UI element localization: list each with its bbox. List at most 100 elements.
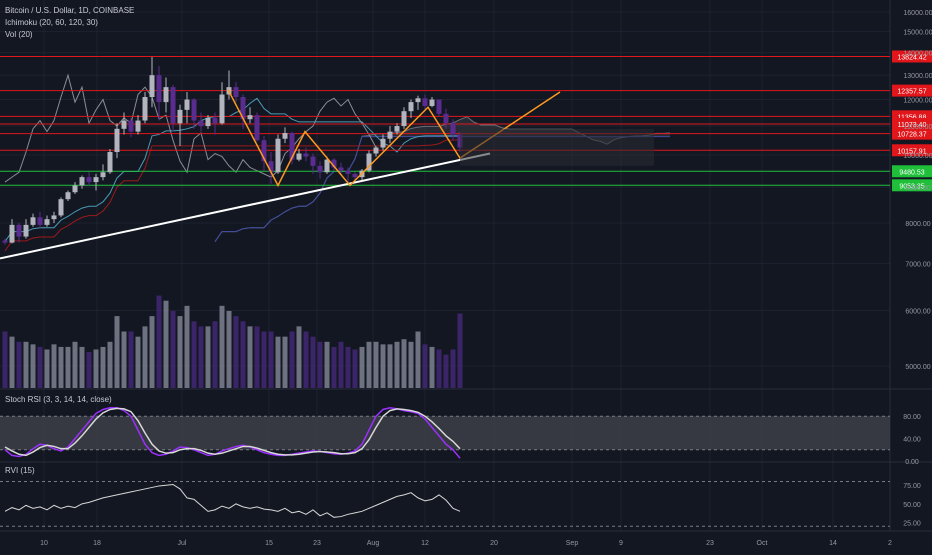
volume-bar: [16, 341, 22, 388]
date-axis-label: Sep: [566, 540, 579, 547]
candle-body: [170, 87, 176, 124]
candle-body: [345, 170, 351, 174]
volume-bar: [247, 326, 253, 388]
candle-body: [303, 153, 309, 157]
candle-body: [23, 224, 29, 237]
stoch-rsi-label[interactable]: Stoch RSI (3, 3, 14, 14, close): [5, 395, 112, 404]
candle-body: [373, 147, 379, 154]
candle-body: [443, 113, 449, 124]
candle-body: [198, 120, 204, 127]
candle-body: [415, 98, 421, 103]
date-axis-label: 9: [619, 540, 623, 547]
price-level-tag: [892, 144, 932, 157]
rvi-axis-label: 25.00: [903, 521, 921, 528]
candle-body: [93, 177, 99, 183]
volume-bar: [219, 305, 225, 388]
candle-body: [114, 128, 120, 153]
volume-bar: [394, 341, 400, 388]
price-axis-label: 14000.00: [903, 51, 932, 58]
volume-bar: [268, 331, 274, 388]
volume-bar: [310, 336, 316, 388]
candle-body: [394, 126, 400, 132]
price-level-label: 13824.42: [897, 54, 926, 61]
volume-bar: [37, 346, 43, 388]
candle-body: [72, 185, 78, 193]
date-axis-label: Aug: [367, 540, 380, 547]
candle-body: [100, 172, 106, 178]
rvi-label[interactable]: RVI (15): [5, 466, 35, 475]
volume-bar: [142, 326, 148, 388]
candle-body: [142, 97, 148, 121]
ichimoku-indicator-label[interactable]: Ichimoku (20, 60, 120, 30): [5, 18, 98, 27]
candle-body: [352, 173, 358, 178]
candle-body: [268, 161, 274, 173]
volume-bar: [65, 346, 71, 388]
candle-body: [261, 140, 267, 162]
date-axis-label: 23: [706, 540, 714, 547]
candle-body: [408, 102, 414, 112]
price-axis-label: 6000.00: [905, 309, 930, 316]
volume-indicator-label[interactable]: Vol (20): [5, 30, 33, 39]
stoch-series-line: [4, 407, 461, 459]
candle-body: [324, 159, 330, 173]
volume-bar: [359, 346, 365, 388]
volume-bar: [72, 341, 78, 388]
candle-body: [233, 87, 239, 98]
candle-body: [86, 177, 92, 183]
stoch-axis-label: 0.00: [905, 459, 919, 466]
volume-bar: [2, 331, 8, 388]
date-axis-label: 15: [265, 540, 273, 547]
date-axis-label: 14: [829, 540, 837, 547]
volume-bar: [149, 316, 155, 388]
candle-body: [184, 99, 190, 110]
volume-bar: [338, 341, 344, 388]
candle-body: [254, 115, 260, 141]
candle-body: [16, 224, 22, 237]
candle-body: [65, 192, 71, 200]
candle-body: [275, 138, 281, 173]
volume-bar: [303, 331, 309, 388]
chart-title: Bitcoin / U.S. Dollar, 1D, COINBASE: [5, 6, 135, 15]
volume-bar: [135, 336, 141, 388]
candle-body: [9, 224, 15, 243]
volume-bar: [436, 349, 442, 388]
date-axis-label: 20: [490, 540, 498, 547]
volume-bar: [9, 336, 15, 388]
price-level-label: 9480.53: [899, 169, 924, 176]
candle-body: [191, 99, 197, 121]
volume-bar: [86, 352, 92, 388]
candle-body: [401, 111, 407, 127]
volume-bar: [121, 331, 127, 388]
price-level-label: 11073.40: [898, 122, 927, 129]
price-level-label: 11356.88: [898, 114, 927, 121]
candle-body: [163, 87, 169, 103]
candle-body: [79, 177, 85, 186]
candle-body: [247, 115, 253, 120]
candle-body: [366, 153, 372, 171]
volume-bar: [23, 341, 29, 388]
date-axis-label: 2: [888, 540, 892, 547]
volume-bar: [177, 316, 183, 388]
candle-body: [240, 97, 246, 120]
price-level-label: 12357.57: [897, 89, 926, 96]
date-axis-label: 23: [313, 540, 321, 547]
volume-bar: [401, 339, 407, 388]
volume-bar: [289, 331, 295, 388]
stoch-axis-label: 80.00: [903, 414, 921, 421]
candle-body: [121, 120, 127, 129]
rvi-axis-label: 75.00: [903, 483, 921, 490]
rvi-series-line: [4, 483, 461, 518]
stoch-series-line: [4, 407, 461, 457]
volume-bar: [282, 336, 288, 388]
volume-bar: [324, 341, 330, 388]
volume-bar: [254, 326, 260, 388]
volume-bar: [226, 310, 232, 388]
candle-body: [429, 99, 435, 106]
volume-bar: [163, 300, 169, 388]
candle-body: [37, 217, 43, 225]
candle-body: [30, 217, 36, 225]
candle-body: [317, 165, 323, 173]
volume-bar: [114, 316, 120, 388]
